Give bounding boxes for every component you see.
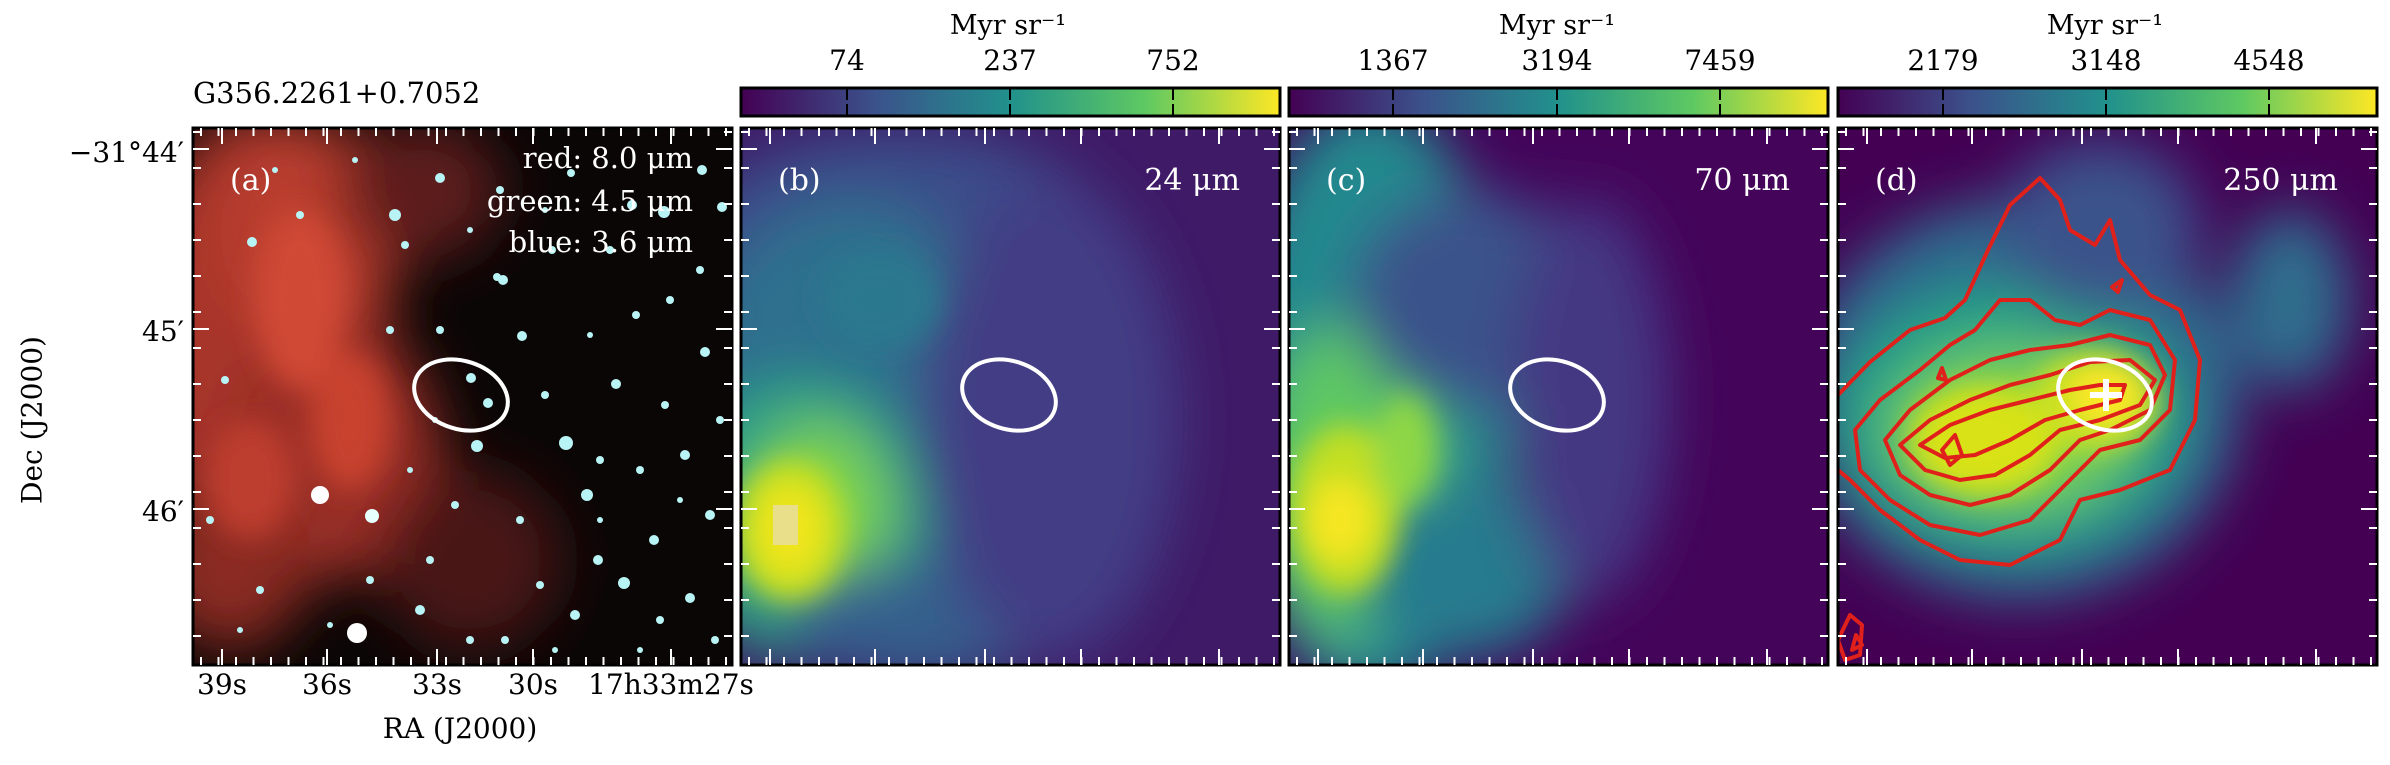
panel-d-image — [1838, 128, 2377, 665]
panel-b-source-ellipse — [960, 357, 1058, 433]
colorbar-b-tick-0: 74 — [829, 44, 865, 77]
colorbar-d-tick-1: 3148 — [2070, 44, 2142, 77]
colorbar-b-tick-2: 752 — [1146, 44, 1200, 77]
panel-a-legend-red: red: 8.0 μm — [523, 141, 693, 175]
panel-a-source-ellipse — [412, 357, 510, 433]
panel-c-image — [1289, 128, 1828, 665]
colorbar-d-tick-0: 2179 — [1907, 44, 1979, 77]
panel-a-label: (a) — [230, 163, 271, 198]
ra-tick-36s: 36s — [302, 668, 352, 701]
ra-tick-33s: 33s — [412, 668, 462, 701]
ra-tick-27s: 17h33m27s — [588, 668, 754, 701]
panel-d-contours — [1838, 176, 2202, 662]
colorbar-c-unit: Myr sr⁻¹ — [1498, 10, 1616, 41]
panel-a-stars — [206, 157, 727, 653]
colorbar-d-tick-2: 4548 — [2233, 44, 2305, 77]
ra-tick-30s: 30s — [508, 668, 558, 701]
panel-c-wavelength: 70 μm — [1694, 163, 1790, 198]
panel-c-source-ellipse — [1508, 357, 1606, 433]
ra-tick-39s: 39s — [197, 668, 247, 701]
colorbar-b-tick-1: 237 — [983, 44, 1037, 77]
ra-axis-label: RA (J2000) — [382, 712, 538, 745]
panel-a-legend-green: green: 4.5 μm — [487, 184, 693, 218]
colorbar-d-unit: Myr sr⁻¹ — [2046, 10, 2164, 41]
colorbar-b — [739, 86, 1282, 118]
dec-tick-46: 46′ — [142, 495, 184, 528]
colorbar-d — [1836, 86, 2379, 118]
panel-c-label: (c) — [1326, 163, 1366, 198]
panel-d-source-ellipse — [2056, 357, 2154, 433]
axis-ticks — [193, 128, 2377, 665]
panel-b-image — [741, 128, 1280, 665]
panel-d-peak-cross — [2090, 379, 2122, 411]
panel-a-legend-blue: blue: 3.6 μm — [509, 225, 693, 259]
panel-b-label: (b) — [778, 163, 821, 198]
dec-tick-44: −31°44′ — [68, 136, 184, 169]
panel-d-label: (d) — [1875, 163, 1918, 198]
panel-d-wavelength: 250 μm — [2223, 163, 2338, 198]
colorbar-c-tick-1: 3194 — [1521, 44, 1593, 77]
source-name: G356.2261+0.7052 — [193, 76, 481, 110]
dec-tick-45: 45′ — [142, 315, 184, 348]
panel-b-wavelength: 24 μm — [1144, 163, 1240, 198]
colorbar-c-tick-2: 7459 — [1684, 44, 1756, 77]
panel-a-image — [193, 128, 732, 665]
colorbar-b-unit: Myr sr⁻¹ — [949, 10, 1067, 41]
colorbar-c — [1287, 86, 1830, 118]
colorbar-c-tick-0: 1367 — [1357, 44, 1429, 77]
